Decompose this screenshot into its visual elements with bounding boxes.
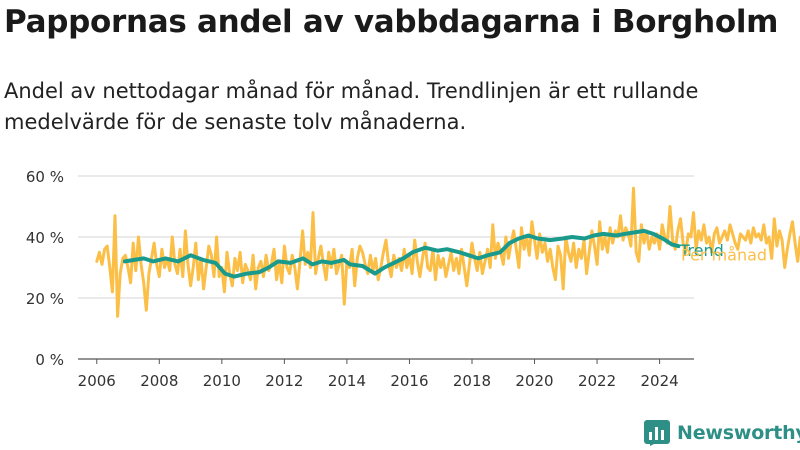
x-tick-label: 2012 xyxy=(265,372,303,390)
x-tick-label: 2016 xyxy=(390,372,428,390)
bar-chart-logo-icon xyxy=(644,420,670,446)
x-tick-label: 2014 xyxy=(328,372,366,390)
x-tick-label: 2008 xyxy=(140,372,178,390)
y-tick-label: 40 % xyxy=(26,229,64,247)
chart-title: Pappornas andel av vabbdagarna i Borghol… xyxy=(4,4,779,40)
monthly-series-line xyxy=(95,186,800,318)
x-tick-label: 2022 xyxy=(578,372,616,390)
y-tick-label: 20 % xyxy=(26,290,64,308)
x-tick-label: 2018 xyxy=(453,372,491,390)
trend-series-line xyxy=(122,228,681,279)
x-tick-label: 2010 xyxy=(203,372,241,390)
brand-name: Newsworthy xyxy=(677,422,800,444)
y-tick-label: 60 % xyxy=(26,168,64,186)
y-tick-label: 0 % xyxy=(35,351,64,369)
x-tick-label: 2024 xyxy=(641,372,679,390)
x-tick-label: 2020 xyxy=(515,372,553,390)
legend-label-trend: Trend xyxy=(679,241,724,260)
legend-label-monthly: Per månad xyxy=(681,245,767,264)
brand: Newsworthy xyxy=(644,418,800,448)
chart-subtitle: Andel av nettodagar månad för månad. Tre… xyxy=(4,79,699,134)
x-tick-label: 2006 xyxy=(78,372,116,390)
